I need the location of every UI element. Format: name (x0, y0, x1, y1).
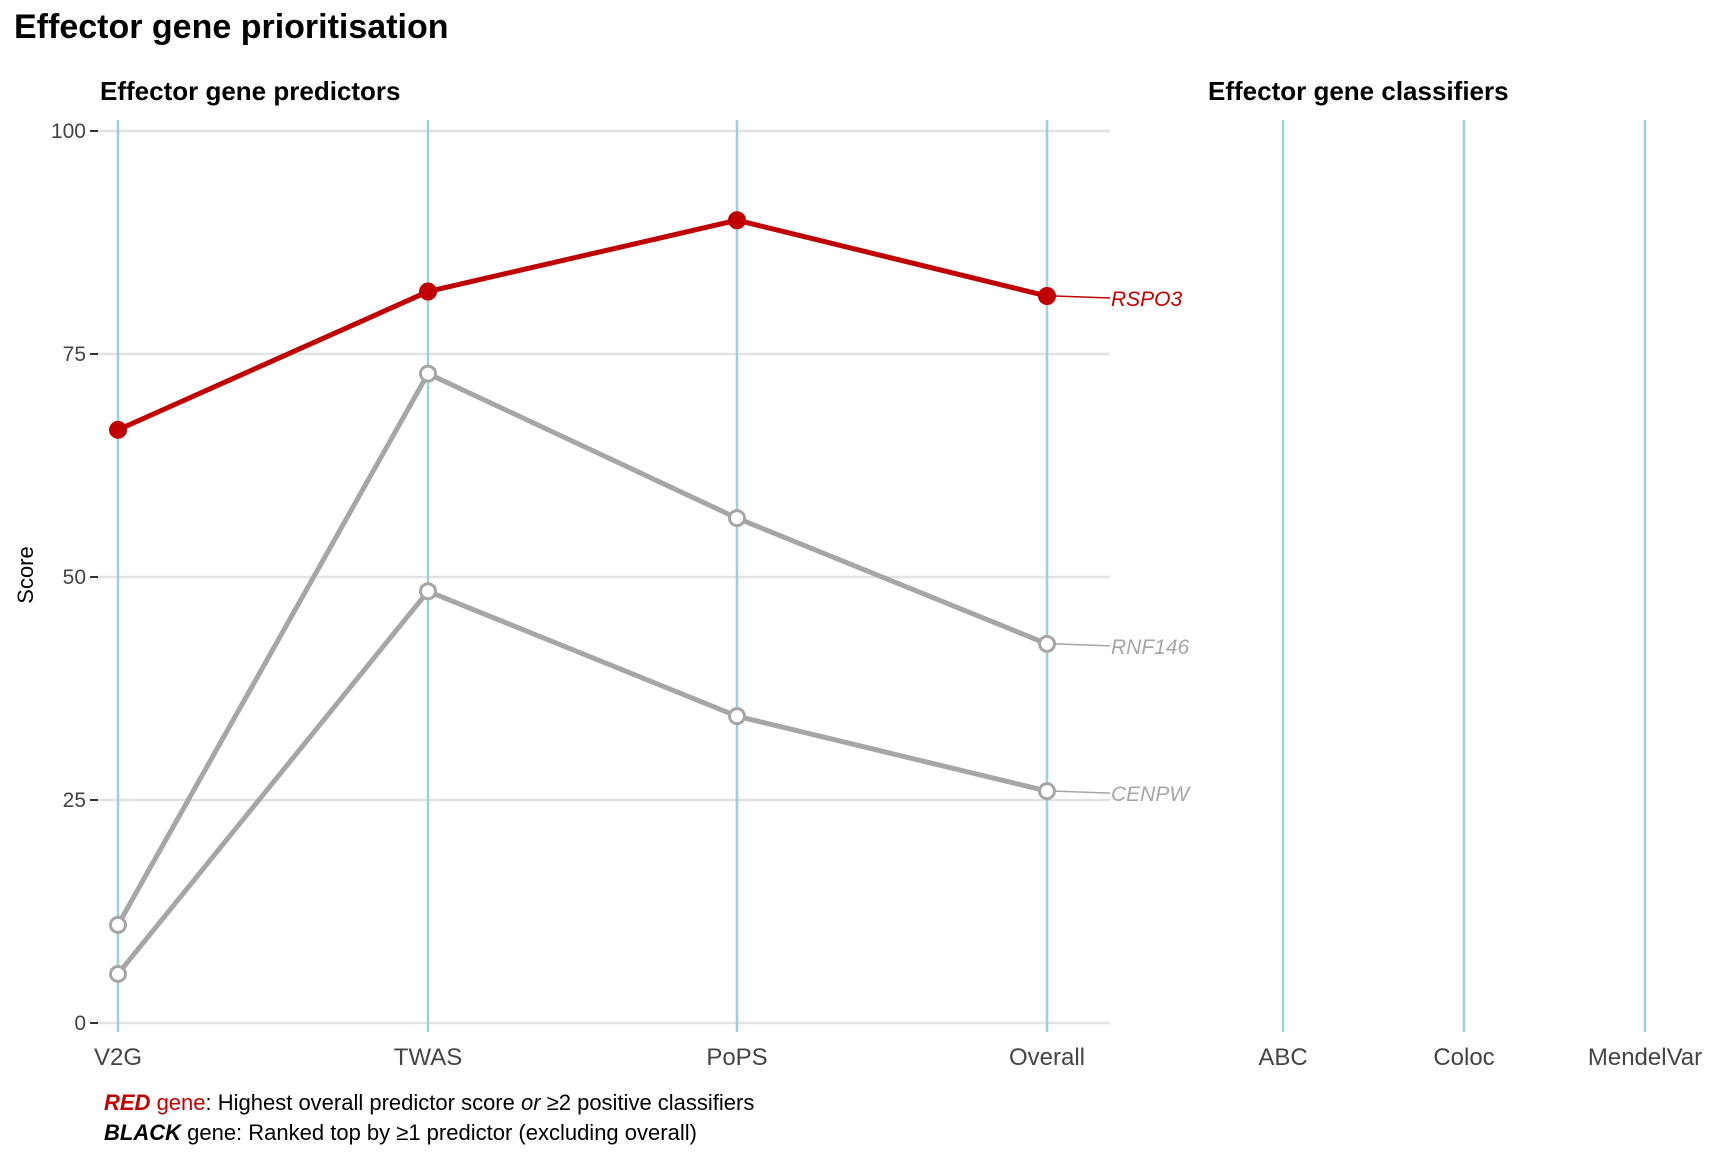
footnote-black-keyword: BLACK (104, 1120, 181, 1145)
y-tick-label: 75 (63, 343, 86, 366)
page-title: Effector gene prioritisation (14, 8, 449, 46)
data-point (419, 364, 437, 383)
y-tick-label: 0 (74, 1012, 86, 1035)
label-leader-line (1054, 790, 1111, 794)
y-tick-label: 25 (63, 789, 86, 812)
axis-layer: 0 25 50 75 100 V2G TWAS PoPS Overall ABC Coloc Mend… (51, 120, 1702, 1071)
footnote-line-1: RED gene: Highest overall predictor scor… (104, 1090, 754, 1116)
series-label: CENPW (1111, 783, 1191, 806)
x-tick-label: TWAS (394, 1044, 462, 1071)
data-point (1038, 634, 1056, 653)
footnote-line-2: BLACK gene: Ranked top by ≥1 predictor (… (104, 1120, 697, 1146)
label-leader-line (1054, 295, 1111, 299)
series-line (115, 371, 1048, 927)
data-point (109, 915, 127, 934)
series-layer (109, 211, 1056, 983)
y-tick-label: 100 (51, 120, 86, 143)
predictors-panel-title: Effector gene predictors (100, 76, 401, 106)
data-point (728, 509, 746, 528)
x-tick-label: ABC (1258, 1044, 1307, 1071)
x-tick-label: Overall (1009, 1044, 1085, 1071)
data-point (1038, 287, 1056, 306)
x-tick-label: V2G (94, 1044, 142, 1071)
footnote-text-b: ≥2 positive classifiers (540, 1090, 755, 1115)
footnote-red-gene: gene (150, 1090, 206, 1115)
series-label: RSPO3 (1111, 288, 1183, 311)
x-tick-label: PoPS (706, 1044, 767, 1071)
x-tick-label: Coloc (1433, 1044, 1494, 1071)
series-line (116, 217, 1048, 433)
footnote-or: or (520, 1090, 541, 1115)
y-tick-label: 50 (63, 566, 86, 589)
label-layer: RNF146 CENPW RSPO3 (1054, 288, 1191, 806)
data-point (728, 707, 746, 726)
footnote-line2-text: gene: Ranked top by ≥1 predictor (exclud… (181, 1120, 697, 1145)
footnote-text-a: : Highest overall predictor score (205, 1090, 521, 1115)
classifiers-panel-title: Effector gene classifiers (1208, 76, 1509, 106)
data-point (419, 582, 437, 601)
data-point (419, 282, 437, 301)
data-point (109, 420, 127, 439)
label-leader-line (1054, 643, 1111, 647)
y-axis-label: Score (13, 546, 38, 603)
data-point (109, 964, 127, 983)
series-label: RNF146 (1111, 636, 1190, 659)
grid-layer (96, 129, 1110, 1025)
footnote-red-keyword: RED (104, 1090, 151, 1115)
data-point (728, 211, 746, 230)
data-point (1038, 782, 1056, 801)
series-line (116, 588, 1048, 976)
x-tick-label: MendelVar (1588, 1044, 1702, 1071)
